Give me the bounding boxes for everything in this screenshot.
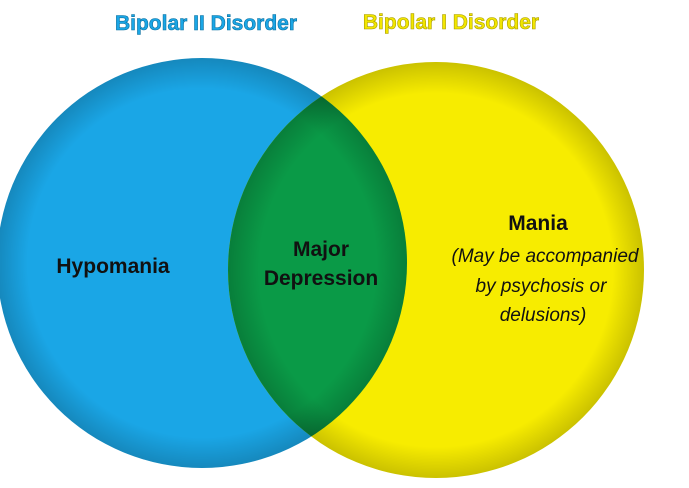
bipolar-ii-title: Bipolar II Disorder	[115, 12, 297, 35]
hypomania-label: Hypomania	[56, 255, 170, 278]
mania-note-line2: by psychosis or	[476, 276, 608, 297]
mania-note-line3: delusions)	[500, 305, 587, 326]
mania-label: Mania	[508, 212, 568, 235]
mania-note-line1: (May be accompanied	[452, 246, 640, 267]
major-depression-label-line1: Major	[293, 238, 349, 261]
right-circle-shade	[228, 62, 644, 478]
bipolar-i-title: Bipolar I Disorder	[363, 11, 539, 34]
major-depression-label-line2: Depression	[264, 267, 378, 290]
